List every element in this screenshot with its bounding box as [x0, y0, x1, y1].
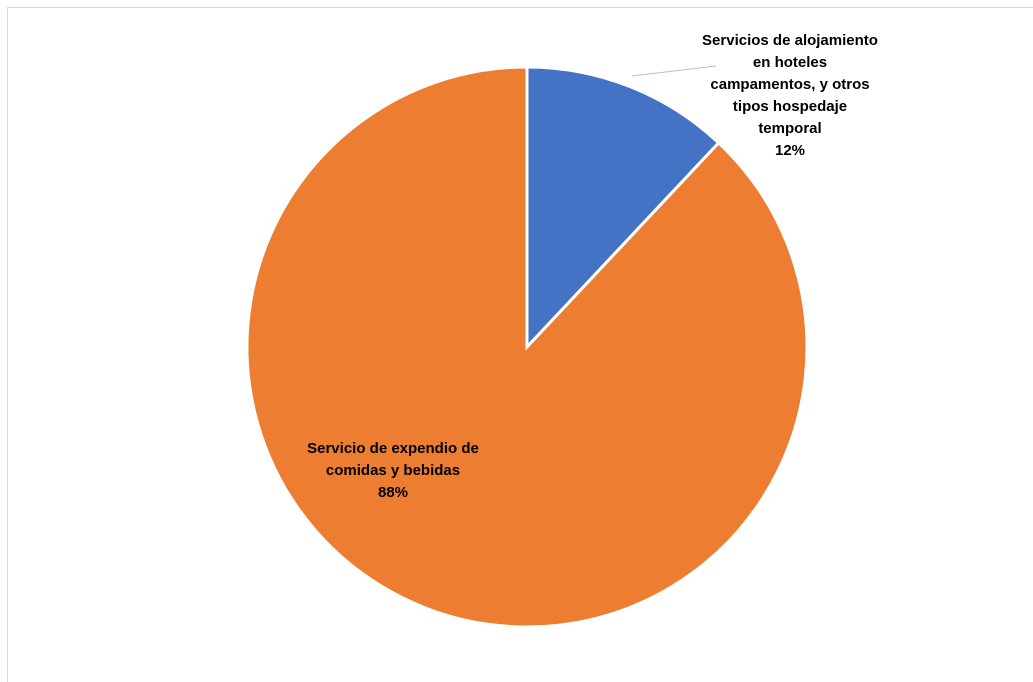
slice-label: Servicio de expendio de comidas y bebida… — [288, 438, 498, 504]
pie-slice — [245, 65, 809, 629]
pie-slice — [525, 65, 721, 351]
chart-frame — [7, 7, 1033, 682]
value-label: 12% — [774, 142, 806, 159]
leader-line — [631, 65, 717, 77]
category-label: Servicios de alojamiento en hoteles camp… — [702, 32, 878, 137]
value-label: 88% — [377, 484, 409, 501]
category-label: Servicio de expendio de comidas y bebida… — [307, 440, 479, 479]
slice-label: Servicios de alojamiento en hoteles camp… — [700, 30, 880, 162]
